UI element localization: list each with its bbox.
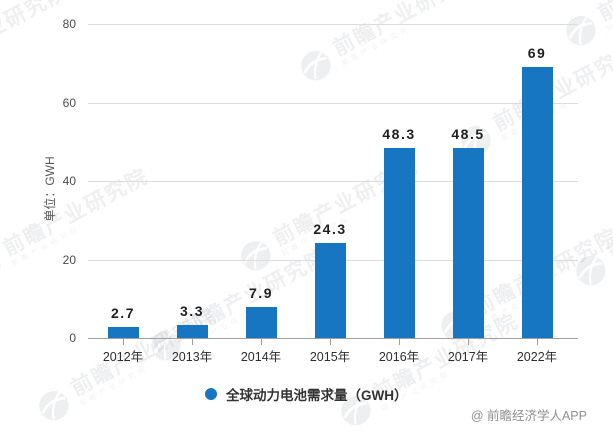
y-tick-label: 0 <box>69 331 76 345</box>
globe-icon <box>39 391 69 421</box>
legend-marker-icon <box>205 388 217 400</box>
bar-value-label: 48.3 <box>382 126 416 143</box>
axis-tick <box>330 339 331 345</box>
axis-tick <box>399 339 400 345</box>
globe-icon <box>576 256 606 286</box>
x-tick-label: 2016年 <box>378 350 420 364</box>
x-tick-label: 2013年 <box>171 350 213 364</box>
axis-tick <box>537 339 538 345</box>
watermark-text: 前瞻产业研究院 <box>0 164 153 261</box>
bar <box>107 327 139 338</box>
watermark-subtext: 前瞻产业研究院 <box>500 60 613 144</box>
watermark-text: 前瞻产业研究院 <box>594 0 613 25</box>
axis-tick <box>468 339 469 345</box>
globe-icon <box>301 51 331 81</box>
x-axis-line <box>88 338 578 339</box>
y-tick-label: 40 <box>62 174 76 188</box>
watermark-text: 前瞻产业研究院 <box>329 0 483 61</box>
x-tick-label: 2022年 <box>516 350 558 364</box>
watermark-subtext: 前瞻产业研究院 <box>10 224 82 268</box>
axis-tick <box>261 339 262 345</box>
y-tick-label: 60 <box>62 95 76 110</box>
bar <box>314 242 346 338</box>
bar-value-label: 3.3 <box>180 303 204 320</box>
x-tick-label: 2014年 <box>240 350 282 364</box>
axis-tick <box>192 339 193 345</box>
bar <box>176 325 208 338</box>
watermark-subtext: 前瞻产业研究院 <box>605 0 613 33</box>
watermark: 前瞻产业研究院前瞻产业研究院 <box>294 0 486 87</box>
x-tick-label: 2017年 <box>447 350 489 364</box>
bar <box>383 148 415 338</box>
watermark-text: 前瞻产业研究院 <box>604 169 613 266</box>
bar-value-label: 2.7 <box>111 305 135 322</box>
bar <box>245 306 277 338</box>
watermark-text: 前瞻产业研究院 <box>0 0 73 76</box>
bar-value-label: 48.5 <box>451 125 485 142</box>
bar-value-label: 7.9 <box>249 284 273 301</box>
gridline <box>88 181 578 182</box>
x-tick-label: 2012年 <box>102 350 144 364</box>
y-axis-title: 单位：GWH <box>43 156 57 222</box>
bar-value-label: 24.3 <box>313 220 347 237</box>
gridline <box>88 24 578 25</box>
bar <box>452 147 484 338</box>
attribution-text: @ 前瞻经济学人APP <box>470 409 587 423</box>
x-tick-label: 2015年 <box>309 350 351 364</box>
watermark-subtext: 前瞻产业研究院 <box>340 24 412 68</box>
watermark: 前瞻产业研究院前瞻产业研究院 <box>32 304 224 428</box>
legend: 全球动力电池需求量（GWH） <box>205 384 408 404</box>
globe-icon <box>241 241 271 271</box>
legend-label: 全球动力电池需求量（GWH） <box>226 388 408 403</box>
watermark: 前瞻产业研究院前瞻产业研究院 <box>0 164 157 288</box>
bar <box>521 67 553 338</box>
axis-tick <box>123 339 124 345</box>
globe-icon <box>0 251 1 281</box>
y-tick-label: 20 <box>62 252 76 267</box>
bar-value-label: 69 <box>527 45 547 62</box>
y-tick-label: 80 <box>62 17 76 31</box>
watermark-subtext: 前瞻产业研究院 <box>0 0 77 83</box>
gridline <box>88 102 578 104</box>
